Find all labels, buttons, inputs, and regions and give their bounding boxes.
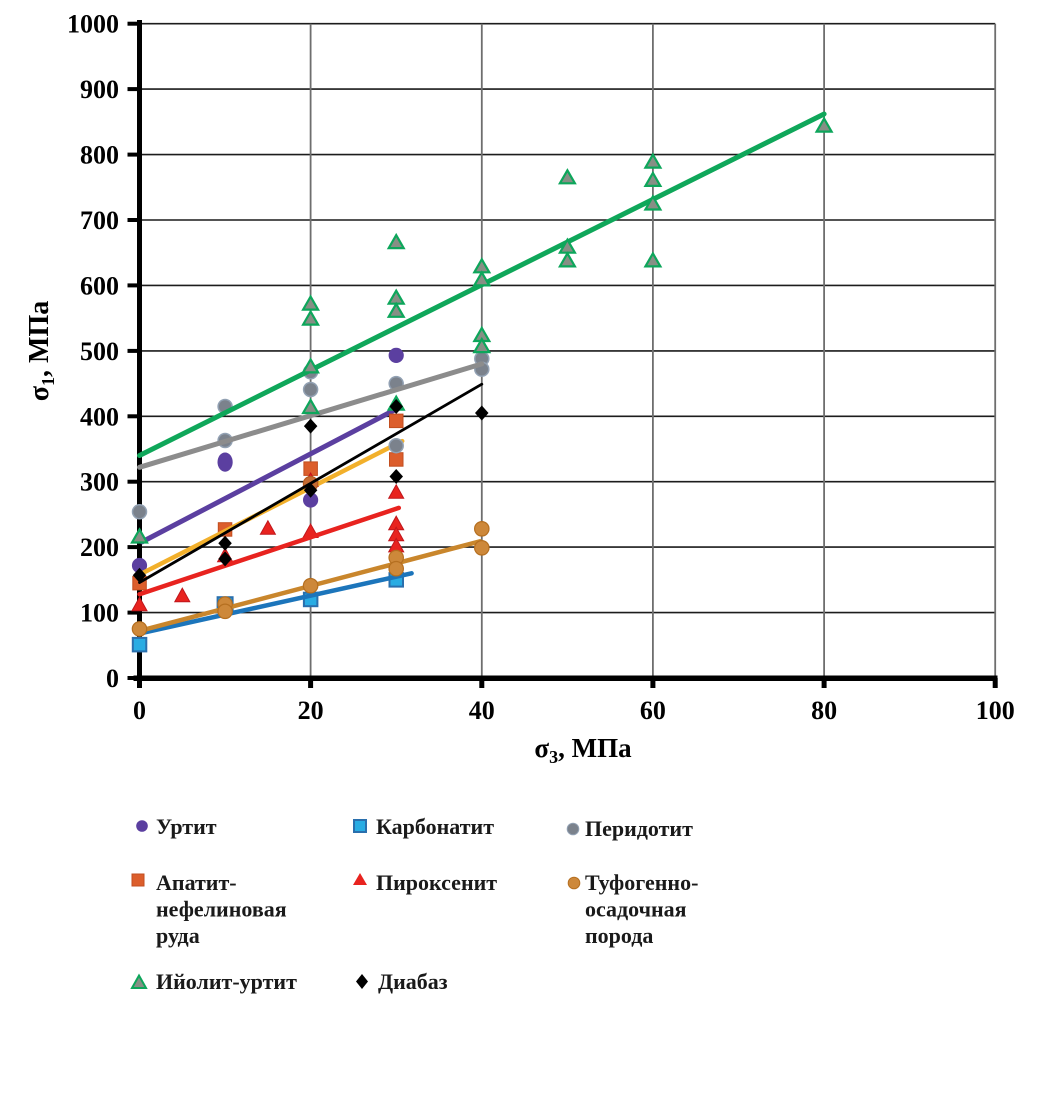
- svg-text:600: 600: [80, 271, 119, 300]
- svg-text:400: 400: [80, 402, 119, 431]
- svg-text:нефелиновая: нефелиновая: [156, 897, 287, 922]
- svg-text:100: 100: [80, 599, 119, 628]
- svg-text:Карбонатит: Карбонатит: [376, 814, 494, 839]
- svg-text:Уртит: Уртит: [156, 814, 217, 839]
- svg-text:300: 300: [80, 468, 119, 497]
- svg-text:Апатит-: Апатит-: [156, 870, 237, 895]
- svg-text:40: 40: [469, 696, 495, 725]
- svg-text:осадочная: осадочная: [585, 897, 687, 922]
- svg-text:Пироксенит: Пироксенит: [376, 870, 497, 895]
- svg-text:20: 20: [298, 696, 324, 725]
- svg-text:порода: порода: [585, 923, 653, 948]
- svg-text:60: 60: [640, 696, 666, 725]
- svg-text:Диабаз: Диабаз: [378, 969, 448, 994]
- svg-text:σ3, МПа: σ3, МПа: [534, 733, 632, 767]
- svg-text:1000: 1000: [67, 10, 119, 39]
- svg-text:800: 800: [80, 141, 119, 170]
- svg-text:Перидотит: Перидотит: [585, 816, 693, 841]
- svg-text:500: 500: [80, 337, 119, 366]
- svg-text:0: 0: [106, 664, 119, 693]
- svg-text:200: 200: [80, 533, 119, 562]
- svg-text:700: 700: [80, 206, 119, 235]
- svg-text:0: 0: [133, 696, 146, 725]
- svg-text:Ийолит-уртит: Ийолит-уртит: [156, 969, 297, 994]
- svg-text:900: 900: [80, 75, 119, 104]
- svg-text:80: 80: [811, 696, 837, 725]
- svg-text:100: 100: [976, 696, 1015, 725]
- svg-text:Туфогенно-: Туфогенно-: [585, 870, 698, 895]
- svg-text:σ1, МПа: σ1, МПа: [24, 301, 58, 401]
- svg-text:руда: руда: [156, 923, 200, 948]
